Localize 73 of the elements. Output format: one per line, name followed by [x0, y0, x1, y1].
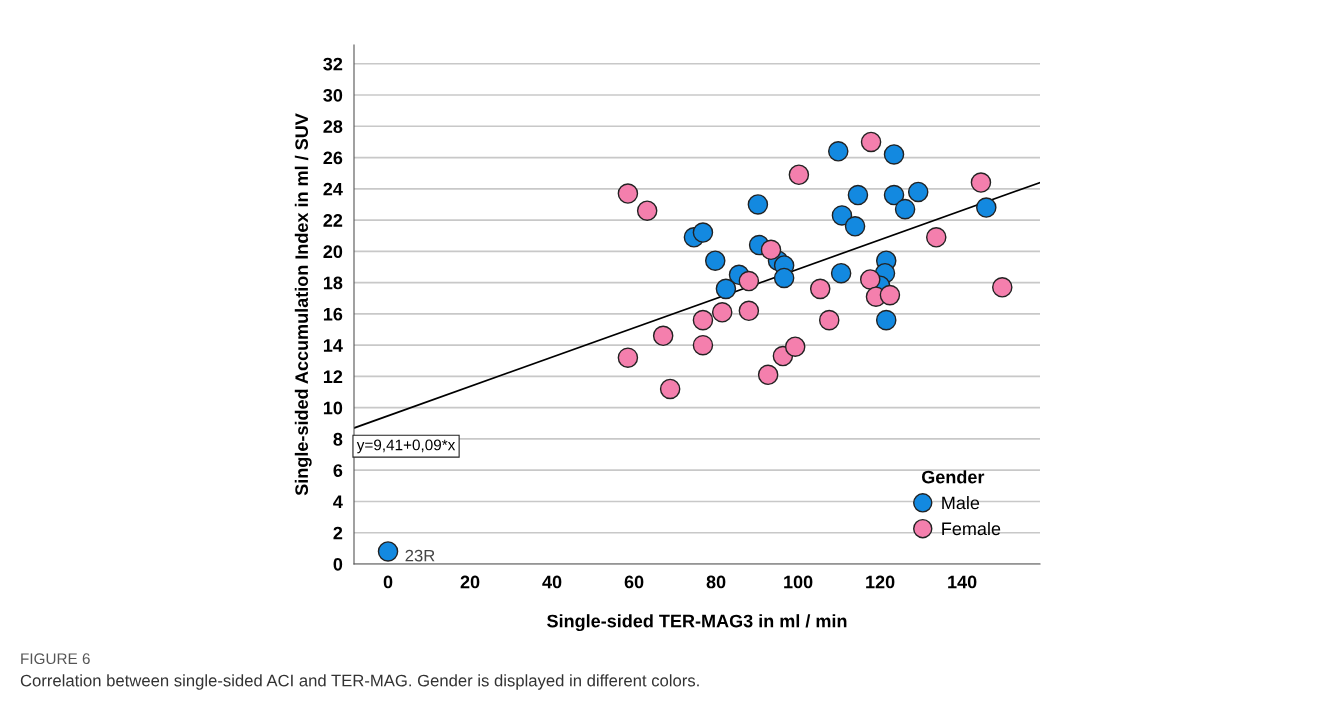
point [992, 277, 1013, 298]
point [747, 194, 769, 215]
point [738, 300, 760, 322]
point [760, 239, 782, 261]
point [617, 183, 639, 204]
y-tick-label: 6 [333, 464, 343, 477]
text: Correlation between single-sided ACI and TER-MAG. Gender is displayed in different colors. [20, 674, 699, 690]
point [377, 541, 399, 562]
y-tick-label: 4 [333, 495, 343, 509]
point [617, 347, 639, 368]
annotation: y=9,41+0,09*x [356, 439, 456, 454]
x-tick-label: 100 [784, 575, 813, 589]
point [738, 270, 760, 292]
legend-label: Female [942, 521, 1001, 536]
y-tick-label: 30 [323, 88, 343, 102]
point [894, 198, 916, 220]
point [907, 181, 929, 203]
annotation: 23R [405, 549, 435, 562]
point [925, 227, 947, 248]
point [715, 278, 737, 300]
y-tick-label: 28 [323, 120, 343, 134]
y-tick-label: 22 [323, 214, 343, 227]
x-tick-label: 140 [948, 575, 977, 589]
y-tick-label: 12 [323, 370, 343, 383]
y-tick-label: 24 [323, 182, 343, 196]
point [704, 250, 726, 271]
caption: FIGURE 6 [21, 653, 90, 665]
y-tick-label: 2 [333, 526, 343, 540]
point [844, 216, 866, 237]
x-tick-label: 80 [706, 575, 726, 589]
x-axis-title: Single-sided TER-MAG3 in ml / min [547, 614, 847, 632]
point [976, 197, 997, 218]
point [757, 364, 779, 386]
point [652, 325, 674, 347]
point [692, 334, 714, 356]
point [970, 172, 992, 193]
point [859, 269, 881, 290]
point [711, 302, 733, 323]
point [692, 222, 714, 243]
y-tick-label: 14 [323, 339, 343, 352]
y-tick-label: 10 [323, 401, 343, 415]
x-tick-label: 0 [383, 575, 393, 589]
y-axis-title: Single-sided Accumulation Index in ml / SUV [294, 113, 312, 496]
point [818, 309, 840, 331]
y-tick-label: 20 [323, 245, 343, 259]
point [809, 278, 831, 300]
y-tick-label: 26 [323, 151, 343, 165]
y-tick-label: 18 [323, 276, 343, 290]
point [860, 131, 882, 153]
point [875, 309, 897, 331]
y-tick-label: 32 [323, 57, 343, 71]
legend-label: Male [942, 496, 980, 510]
point [692, 309, 714, 331]
y-tick-label: 8 [333, 432, 343, 446]
x-tick-label: 60 [624, 575, 644, 589]
legend-title: Gender [921, 470, 985, 484]
point [883, 184, 905, 206]
point [659, 378, 681, 400]
point [830, 262, 852, 284]
point [847, 184, 869, 206]
point [831, 205, 853, 226]
x-tick-label: 20 [460, 575, 480, 589]
point [784, 336, 806, 357]
point [879, 284, 901, 306]
point [636, 200, 658, 221]
point [773, 267, 795, 289]
y-tick-label: 16 [323, 307, 343, 321]
y-tick-label: 0 [333, 557, 343, 571]
x-tick-label: 40 [542, 575, 562, 589]
point [883, 144, 905, 165]
x-tick-label: 120 [866, 575, 895, 589]
point [827, 141, 849, 162]
point [788, 164, 810, 186]
